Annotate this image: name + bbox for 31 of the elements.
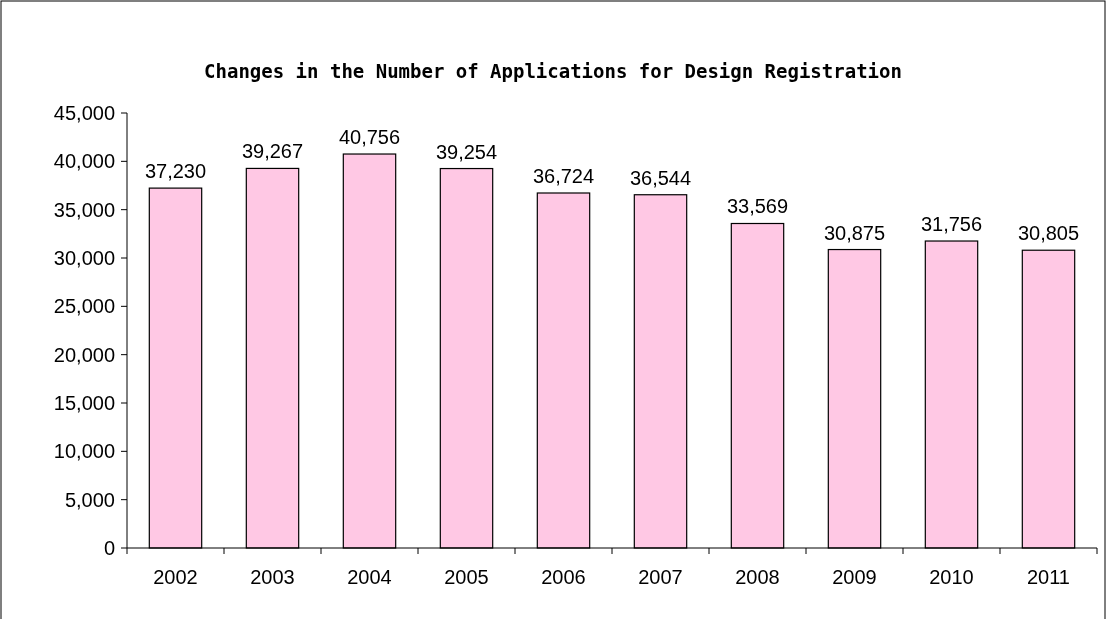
x-tick-label: 2003 — [250, 566, 295, 588]
x-tick-label: 2008 — [735, 566, 780, 588]
data-label: 39,267 — [241, 140, 304, 163]
x-tick-label: 2005 — [444, 566, 489, 588]
y-tick-label: 0 — [103, 537, 115, 559]
x-tick-label: 2004 — [347, 566, 392, 588]
y-tick-label: 40,000 — [53, 150, 115, 173]
y-tick-label: 25,000 — [53, 295, 115, 318]
data-label: 30,875 — [823, 221, 886, 244]
y-tick-label: 30,000 — [53, 247, 115, 269]
x-tick-label: 2009 — [832, 566, 877, 588]
data-label: 37,230 — [144, 160, 207, 183]
chart-title: Changes in the Number of Applications for Design Registration — [204, 60, 902, 82]
y-tick-label: 20,000 — [53, 343, 115, 366]
x-tick-label: 2010 — [929, 566, 974, 588]
data-label: 30,805 — [1017, 222, 1080, 245]
y-tick-label: 45,000 — [53, 102, 115, 124]
y-tick-label: 5,000 — [64, 488, 115, 511]
x-tick-label: 2011 — [1026, 566, 1071, 588]
data-label: 39,254 — [435, 140, 498, 163]
y-tick-label: 10,000 — [53, 440, 115, 463]
data-label: 40,756 — [338, 126, 401, 149]
x-tick-label: 2007 — [638, 566, 683, 588]
y-tick-label: 15,000 — [53, 392, 115, 414]
x-tick-label: 2002 — [153, 566, 198, 588]
y-tick-label: 35,000 — [53, 198, 115, 221]
data-label: 33,569 — [726, 195, 789, 218]
data-label: 36,544 — [629, 166, 692, 189]
data-label: 31,756 — [920, 213, 983, 236]
x-tick-label: 2006 — [541, 566, 586, 588]
data-label: 36,724 — [532, 165, 595, 187]
